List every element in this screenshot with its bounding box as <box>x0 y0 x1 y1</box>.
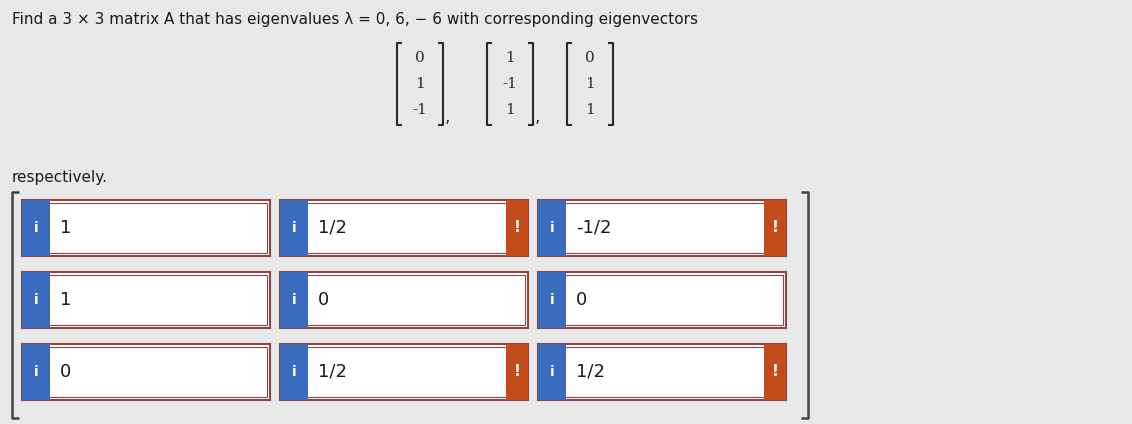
FancyBboxPatch shape <box>280 200 528 256</box>
Text: 0: 0 <box>60 363 71 381</box>
Text: ,: , <box>535 108 540 126</box>
Text: i: i <box>550 221 555 235</box>
Text: 1/2: 1/2 <box>318 363 348 381</box>
Text: ,: , <box>445 108 451 126</box>
Text: -1: -1 <box>412 103 428 117</box>
Text: i: i <box>34 293 38 307</box>
Text: 1: 1 <box>585 103 595 117</box>
FancyBboxPatch shape <box>280 344 308 400</box>
Text: i: i <box>550 365 555 379</box>
Text: 1: 1 <box>60 291 71 309</box>
FancyBboxPatch shape <box>280 200 308 256</box>
FancyBboxPatch shape <box>764 344 786 400</box>
FancyBboxPatch shape <box>764 200 786 256</box>
Text: 0: 0 <box>318 291 329 309</box>
Text: 1: 1 <box>585 77 595 91</box>
FancyBboxPatch shape <box>22 344 271 400</box>
Text: respectively.: respectively. <box>12 170 108 185</box>
FancyBboxPatch shape <box>538 344 566 400</box>
Text: -1: -1 <box>503 77 517 91</box>
FancyBboxPatch shape <box>538 200 566 256</box>
FancyBboxPatch shape <box>22 200 271 256</box>
FancyBboxPatch shape <box>280 272 528 328</box>
Text: 1/2: 1/2 <box>318 219 348 237</box>
Text: 0: 0 <box>415 51 424 65</box>
Text: 0: 0 <box>576 291 588 309</box>
Text: i: i <box>34 365 38 379</box>
Text: i: i <box>34 221 38 235</box>
FancyBboxPatch shape <box>538 344 786 400</box>
Text: 1: 1 <box>505 51 515 65</box>
Text: i: i <box>550 293 555 307</box>
Text: !: ! <box>772 220 779 235</box>
Text: 1: 1 <box>415 77 424 91</box>
FancyBboxPatch shape <box>506 200 528 256</box>
Text: -1/2: -1/2 <box>576 219 611 237</box>
FancyBboxPatch shape <box>538 200 786 256</box>
Text: !: ! <box>514 365 521 379</box>
FancyBboxPatch shape <box>280 344 528 400</box>
Text: i: i <box>292 293 297 307</box>
FancyBboxPatch shape <box>506 344 528 400</box>
FancyBboxPatch shape <box>280 272 308 328</box>
Text: 1/2: 1/2 <box>576 363 604 381</box>
FancyBboxPatch shape <box>538 272 566 328</box>
FancyBboxPatch shape <box>538 272 786 328</box>
FancyBboxPatch shape <box>22 200 50 256</box>
FancyBboxPatch shape <box>22 272 271 328</box>
Text: i: i <box>292 365 297 379</box>
Text: 1: 1 <box>505 103 515 117</box>
Text: 1: 1 <box>60 219 71 237</box>
Text: !: ! <box>772 365 779 379</box>
FancyBboxPatch shape <box>22 272 50 328</box>
Text: Find a 3 × 3 matrix A that has eigenvalues λ = 0, 6, − 6 with corresponding eige: Find a 3 × 3 matrix A that has eigenvalu… <box>12 12 698 27</box>
Text: i: i <box>292 221 297 235</box>
Text: 0: 0 <box>585 51 595 65</box>
FancyBboxPatch shape <box>22 344 50 400</box>
Text: !: ! <box>514 220 521 235</box>
